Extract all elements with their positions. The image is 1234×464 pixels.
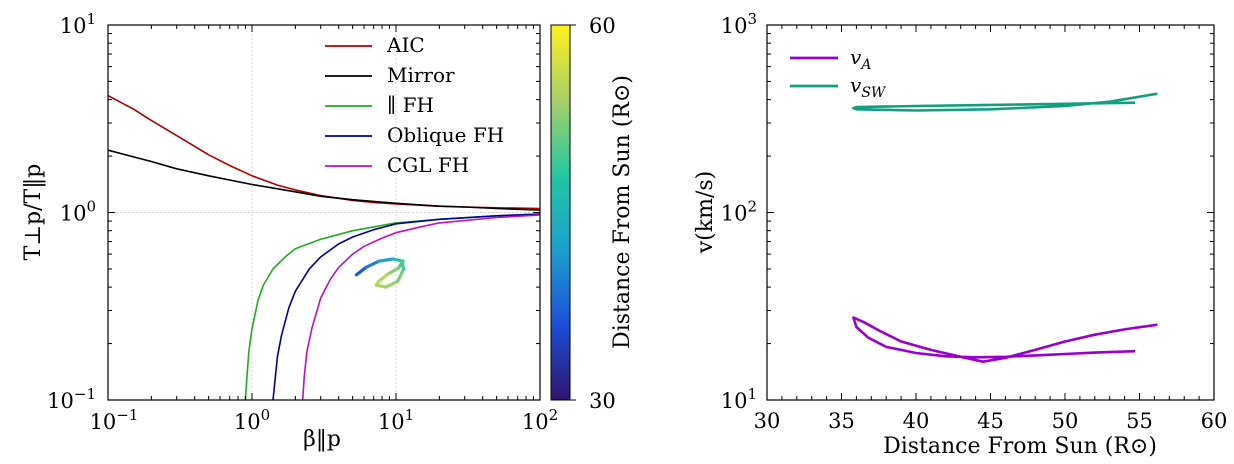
right-x-tick-label: 30 bbox=[754, 409, 781, 433]
right-series-group bbox=[852, 92, 1158, 364]
right-y-axis-label: v(km/s) bbox=[693, 171, 718, 255]
legend-label: Mirror bbox=[387, 63, 455, 87]
right-x-tick-label: 45 bbox=[977, 409, 1004, 433]
left-legend: AIC Mirror ∥ FH Oblique FH CGL FH bbox=[325, 33, 504, 177]
right-x-tick-label: 50 bbox=[1052, 409, 1079, 433]
colorbar: 60 30 Distance From Sun (R⊙) bbox=[550, 14, 635, 413]
left-series-group bbox=[108, 94, 540, 400]
trajectory-segment bbox=[377, 272, 390, 283]
right-plot-frame bbox=[766, 24, 1215, 401]
left-y-tick-label: 10−1 bbox=[47, 385, 96, 413]
right-plot: 30 35 40 45 50 55 60 101 102 103 Distance From Su… bbox=[693, 10, 1227, 459]
series-line-oblique-fh bbox=[272, 213, 540, 400]
left-tick-labels: 10−1 100 101 102 10−1 100 101 bbox=[47, 10, 558, 434]
trajectory-segment bbox=[384, 279, 400, 289]
colorbar-tick-label-min: 30 bbox=[589, 389, 616, 413]
right-y-tick-label: 102 bbox=[721, 198, 757, 226]
legend-label: AIC bbox=[386, 33, 425, 57]
colorbar-label: Distance From Sun (R⊙) bbox=[610, 75, 635, 349]
left-x-axis-label: β‖p bbox=[303, 427, 341, 452]
left-plot: 10−1 100 101 102 10−1 100 101 β‖p T⊥p/T‖p AIC M… bbox=[21, 10, 558, 452]
colorbar-tick-label-max: 60 bbox=[589, 14, 616, 38]
series-line-aic bbox=[108, 94, 540, 210]
trajectory-segment bbox=[377, 257, 395, 263]
series-line-mirror bbox=[108, 149, 540, 211]
legend-label: Oblique FH bbox=[387, 123, 504, 147]
trajectory-segment bbox=[400, 259, 406, 271]
left-x-tick-label: 10−1 bbox=[90, 406, 139, 434]
series-line-cgl-fh bbox=[301, 214, 540, 400]
trajectory-segment bbox=[374, 283, 388, 289]
right-y-tick-label: 103 bbox=[721, 10, 757, 38]
legend-label: CGL FH bbox=[387, 153, 469, 177]
trajectory-segment bbox=[386, 266, 401, 276]
trajectory-segment bbox=[354, 265, 368, 277]
series-line-vsw bbox=[852, 92, 1158, 112]
left-y-axis-label: T⊥p/T‖p bbox=[21, 164, 46, 261]
colorbar-gradient bbox=[550, 24, 571, 401]
trajectory-segment bbox=[396, 267, 406, 283]
left-ticks bbox=[107, 24, 541, 401]
right-ticks bbox=[766, 24, 1215, 401]
left-y-tick-label: 101 bbox=[60, 10, 96, 38]
trajectory-segment bbox=[364, 259, 381, 269]
right-x-tick-label: 55 bbox=[1126, 409, 1153, 433]
right-x-tick-label: 35 bbox=[828, 409, 855, 433]
right-x-tick-label: 40 bbox=[903, 409, 930, 433]
left-trajectory bbox=[354, 257, 406, 289]
left-x-tick-label: 102 bbox=[522, 406, 558, 434]
legend-label: vSW bbox=[850, 73, 887, 101]
left-x-tick-label: 100 bbox=[234, 406, 270, 434]
right-x-tick-label: 60 bbox=[1201, 409, 1228, 433]
right-y-tick-label: 101 bbox=[721, 385, 757, 413]
right-x-axis-label: Distance From Sun (R⊙) bbox=[883, 434, 1157, 459]
left-y-tick-label: 100 bbox=[60, 198, 96, 226]
legend-label: ∥ FH bbox=[387, 93, 434, 117]
right-tick-labels: 30 35 40 45 50 55 60 101 102 103 bbox=[721, 10, 1228, 433]
left-gridlines bbox=[108, 25, 540, 400]
series-line-va bbox=[852, 316, 1158, 364]
legend-label: vA bbox=[850, 45, 871, 73]
left-x-tick-label: 101 bbox=[378, 406, 414, 434]
